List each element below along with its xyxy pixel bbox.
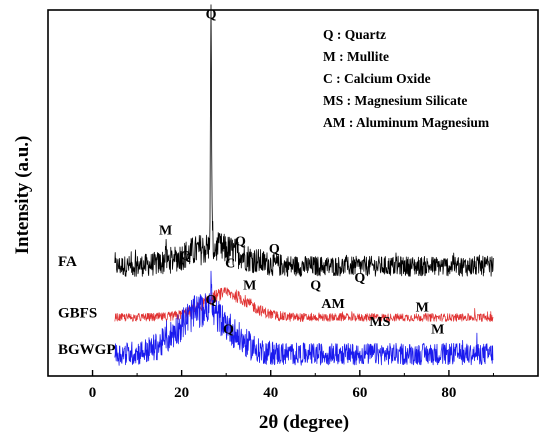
peak-label: M — [159, 224, 172, 239]
x-tick-label: 80 — [441, 385, 456, 401]
peak-label: Q — [206, 8, 217, 23]
x-axis-label: 2θ (degree) — [259, 412, 349, 433]
peak-label: C — [225, 257, 235, 272]
peak-label: Q — [235, 235, 246, 250]
series-line-group — [114, 4, 494, 366]
peak-label: Q — [223, 322, 234, 337]
peak-label: Q — [206, 293, 217, 308]
y-axis-label: Intensity (a.u.) — [12, 136, 33, 255]
series-label-group: FA GBFS BGWGP — [58, 254, 116, 358]
legend: Q : Quartz M : Mullite C : Calcium Oxide… — [323, 27, 490, 130]
legend-entry: C : Calcium Oxide — [323, 71, 431, 86]
x-tick-label: 20 — [174, 385, 189, 401]
legend-entry: Q : Quartz — [323, 27, 386, 42]
series-label: GBFS — [58, 305, 97, 321]
legend-entry: AM : Aluminum Magnesium — [323, 115, 490, 130]
peak-label: M — [431, 322, 444, 337]
peak-label: M — [243, 278, 256, 293]
peak-label: AM — [321, 297, 344, 312]
x-tick-label: 0 — [89, 385, 97, 401]
series-label: FA — [58, 254, 77, 270]
series-line-fa — [114, 4, 494, 277]
legend-entry: MS : Magnesium Silicate — [323, 93, 467, 108]
peak-label: Q — [310, 278, 321, 293]
series-label: BGWGP — [58, 342, 116, 358]
x-tick-group — [47, 370, 539, 376]
peak-label: Q — [269, 242, 280, 257]
x-tick-label: 40 — [263, 385, 278, 401]
series-line-gbfs — [114, 287, 494, 323]
series-line-bgwgp — [114, 270, 494, 366]
peak-label: Q — [354, 271, 365, 286]
plot-frame — [47, 9, 539, 377]
legend-entry: M : Mullite — [323, 49, 389, 64]
x-tick-label-group: 0 20 40 60 80 — [89, 385, 457, 401]
x-tick-label: 60 — [352, 385, 367, 401]
peak-label: Q — [180, 249, 191, 264]
peak-label: MS — [369, 315, 390, 330]
peak-label: M — [416, 300, 429, 315]
